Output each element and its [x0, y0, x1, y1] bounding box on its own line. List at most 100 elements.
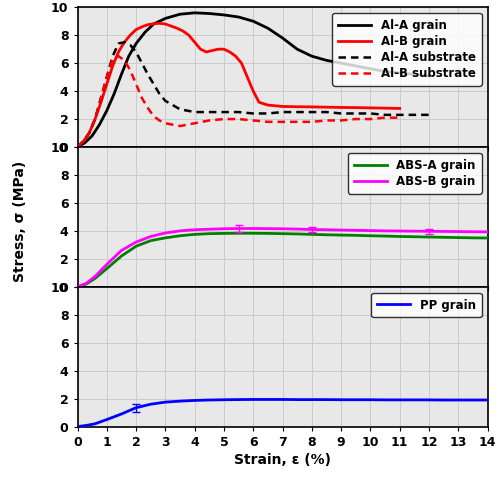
Al-B substrate: [368, 116, 374, 122]
Al-B grain: [280, 104, 285, 109]
Al-A grain: [412, 71, 418, 77]
PP grain: [177, 398, 183, 404]
PP grain: [396, 397, 402, 403]
Al-A grain: [368, 66, 374, 72]
Al-B grain: [227, 49, 233, 55]
Line: ABS-A grain: ABS-A grain: [78, 233, 488, 287]
ABS-B grain: [396, 228, 402, 234]
Al-B grain: [244, 74, 250, 80]
Al-B substrate: [74, 144, 80, 150]
ABS-A grain: [133, 243, 139, 249]
ABS-A grain: [148, 238, 154, 243]
Al-B grain: [168, 23, 174, 29]
Al-B substrate: [122, 57, 128, 63]
ABS-A grain: [396, 234, 402, 240]
PP grain: [192, 398, 198, 403]
ABS-B grain: [455, 228, 461, 234]
Al-B substrate: [162, 120, 168, 126]
Al-A substrate: [92, 116, 98, 122]
ABS-B grain: [484, 229, 490, 235]
Al-B grain: [265, 102, 271, 108]
Al-B grain: [294, 104, 300, 109]
ABS-A grain: [177, 233, 183, 239]
Al-A grain: [133, 40, 139, 46]
PP grain: [92, 421, 98, 427]
PP grain: [382, 397, 388, 403]
Al-B grain: [80, 138, 86, 144]
Al-A grain: [162, 15, 168, 21]
PP grain: [294, 397, 300, 402]
ABS-A grain: [104, 266, 110, 271]
Al-A substrate: [309, 109, 315, 115]
Al-B grain: [338, 105, 344, 110]
Al-A grain: [338, 60, 344, 66]
PP grain: [265, 397, 271, 402]
ABS-B grain: [368, 228, 374, 233]
Line: ABS-B grain: ABS-B grain: [78, 228, 488, 287]
Al-A grain: [150, 21, 156, 27]
Legend: ABS-A grain, ABS-B grain: ABS-A grain, ABS-B grain: [348, 153, 482, 194]
Al-B grain: [127, 32, 133, 38]
PP grain: [104, 416, 110, 422]
Al-B grain: [215, 46, 221, 52]
PP grain: [133, 405, 139, 411]
Al-B substrate: [192, 120, 198, 126]
ABS-B grain: [309, 227, 315, 232]
PP grain: [368, 397, 374, 402]
PP grain: [352, 397, 358, 402]
Al-B substrate: [309, 119, 315, 125]
Al-B grain: [256, 99, 262, 105]
PP grain: [309, 397, 315, 402]
ABS-A grain: [92, 276, 98, 281]
Al-B grain: [309, 104, 315, 110]
Al-A grain: [426, 73, 432, 79]
Al-B grain: [150, 21, 156, 27]
ABS-A grain: [382, 233, 388, 239]
ABS-A grain: [118, 253, 124, 259]
Al-A grain: [280, 35, 285, 41]
Al-B substrate: [206, 118, 212, 123]
ABS-A grain: [84, 281, 89, 287]
Al-A grain: [294, 46, 300, 52]
Al-B grain: [156, 20, 162, 26]
Al-A substrate: [127, 42, 133, 48]
Al-B grain: [122, 40, 128, 45]
Al-B grain: [253, 94, 259, 100]
Al-A grain: [221, 12, 227, 18]
ABS-A grain: [455, 235, 461, 241]
PP grain: [440, 397, 446, 403]
Al-B substrate: [221, 116, 227, 122]
PP grain: [221, 397, 227, 402]
ABS-A grain: [294, 231, 300, 237]
Al-A substrate: [177, 107, 183, 112]
ABS-B grain: [280, 226, 285, 232]
Al-A grain: [324, 57, 330, 63]
ABS-B grain: [352, 228, 358, 233]
Al-A substrate: [221, 109, 227, 115]
Al-B grain: [174, 25, 180, 31]
Al-A substrate: [98, 95, 104, 101]
PP grain: [412, 397, 418, 403]
ABS-B grain: [74, 284, 80, 290]
ABS-A grain: [309, 231, 315, 237]
Al-B grain: [238, 60, 244, 66]
Al-A grain: [206, 11, 212, 16]
Al-A grain: [382, 68, 388, 74]
Al-A grain: [74, 144, 80, 150]
Line: PP grain: PP grain: [78, 400, 488, 427]
Al-A substrate: [382, 112, 388, 118]
Al-B grain: [204, 49, 210, 55]
Al-B substrate: [294, 119, 300, 125]
Al-B substrate: [110, 56, 116, 62]
ABS-B grain: [162, 230, 168, 236]
Al-B grain: [382, 105, 388, 111]
Al-B substrate: [177, 123, 183, 129]
Al-B substrate: [116, 54, 121, 59]
ABS-A grain: [192, 231, 198, 237]
Al-A grain: [236, 14, 242, 20]
Al-B substrate: [127, 67, 133, 73]
Al-B substrate: [382, 115, 388, 120]
Al-B grain: [162, 21, 168, 27]
ABS-B grain: [92, 273, 98, 279]
PP grain: [470, 397, 476, 403]
